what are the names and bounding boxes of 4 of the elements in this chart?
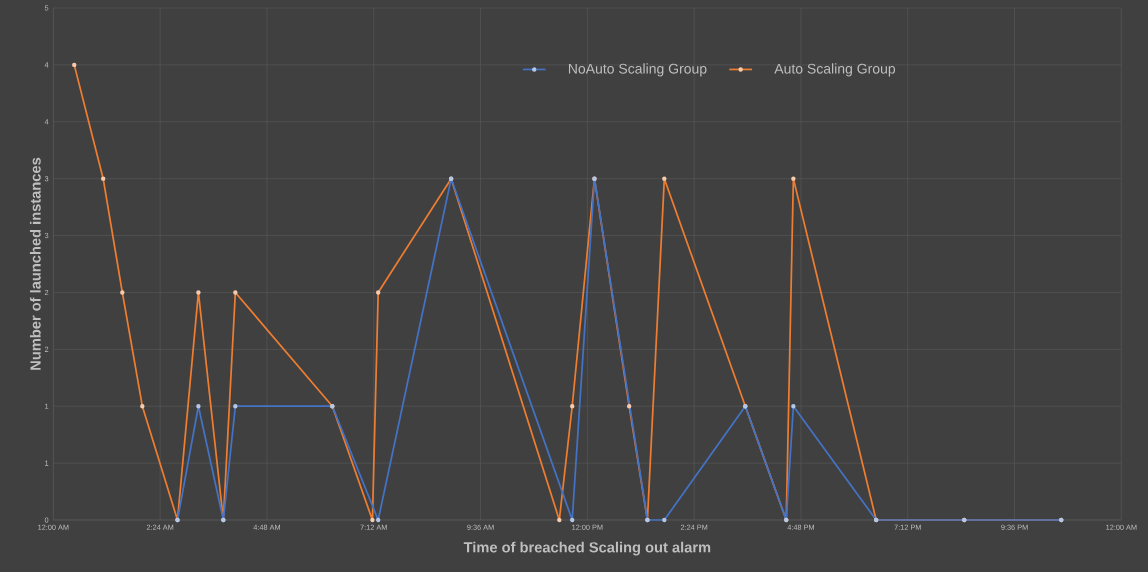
legend-label: Auto Scaling Group (774, 63, 896, 77)
y-axis-title: Number of launched instances (29, 157, 41, 370)
x-axis-title: Time of breached Scaling out alarm (463, 541, 711, 556)
legend-label: NoAuto Scaling Group (568, 63, 707, 77)
